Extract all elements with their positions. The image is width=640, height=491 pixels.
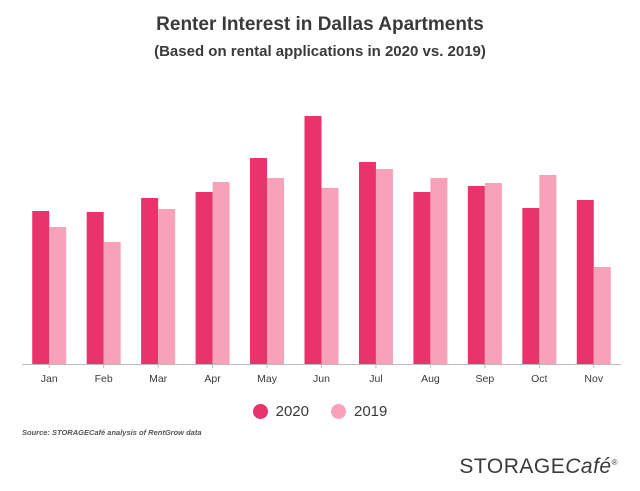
bar-2019-may xyxy=(267,178,285,364)
x-tick-label-feb: Feb xyxy=(95,373,113,385)
bar-2020-jul xyxy=(358,162,376,364)
bar-2020-sep xyxy=(467,186,485,364)
x-tick-label-may: May xyxy=(257,373,278,385)
bar-2019-aug xyxy=(430,178,448,364)
brand-accent: Café xyxy=(565,455,612,478)
x-tick-label-apr: Apr xyxy=(204,373,221,385)
bar-2020-aug xyxy=(413,192,431,364)
legend-item-2020: 2020 xyxy=(252,403,309,420)
bar-2019-apr xyxy=(212,182,230,364)
legend-swatch-2020 xyxy=(252,404,268,419)
bar-2019-jun xyxy=(321,188,339,364)
x-tick-label-nov: Nov xyxy=(584,373,603,385)
bar-2019-mar xyxy=(158,209,176,364)
brand-logo: STORAGECafé® xyxy=(459,455,618,479)
chart-legend: 2020 2019 xyxy=(0,403,640,420)
x-tick-label-jan: Jan xyxy=(41,373,58,385)
x-tick-label-aug: Aug xyxy=(421,373,440,385)
legend-swatch-2019 xyxy=(331,404,346,419)
x-tick-label-sep: Sep xyxy=(476,373,495,385)
bar-2019-jul xyxy=(375,169,393,364)
bar-2020-oct xyxy=(522,208,540,364)
source-note: Source: STORAGECafé analysis of RentGrow… xyxy=(22,428,202,437)
legend-item-2019: 2019 xyxy=(331,403,387,420)
bar-2019-oct xyxy=(539,175,557,364)
x-tick-label-jun: Jun xyxy=(313,373,330,385)
bar-2019-nov xyxy=(593,267,611,364)
bar-2020-jun xyxy=(304,116,322,364)
bar-chart: Jan Feb Mar Apr May Jun Jul Aug Sep Oct Nov xyxy=(22,116,621,385)
chart-subtitle: (Based on rental applications in 2020 vs… xyxy=(154,43,486,60)
x-tick-label-oct: Oct xyxy=(531,373,547,385)
bar-2020-nov xyxy=(576,200,594,364)
bar-2020-mar xyxy=(141,198,159,364)
x-tick-label-jul: Jul xyxy=(369,373,382,385)
legend-label-2019: 2019 xyxy=(354,403,388,420)
bar-2020-jan xyxy=(32,211,50,364)
bar-2019-sep xyxy=(484,183,502,364)
bar-2020-apr xyxy=(195,192,213,364)
bar-2020-may xyxy=(250,158,268,364)
bar-2019-feb xyxy=(103,242,121,364)
x-tick-label-mar: Mar xyxy=(149,373,168,385)
brand-mark: ® xyxy=(611,458,618,467)
chart-title: Renter Interest in Dallas Apartments xyxy=(156,14,484,35)
legend-label-2020: 2020 xyxy=(275,403,309,420)
brand-main: STORAGE xyxy=(459,455,566,478)
bar-2019-jan xyxy=(49,227,67,364)
bar-2020-feb xyxy=(86,212,104,364)
